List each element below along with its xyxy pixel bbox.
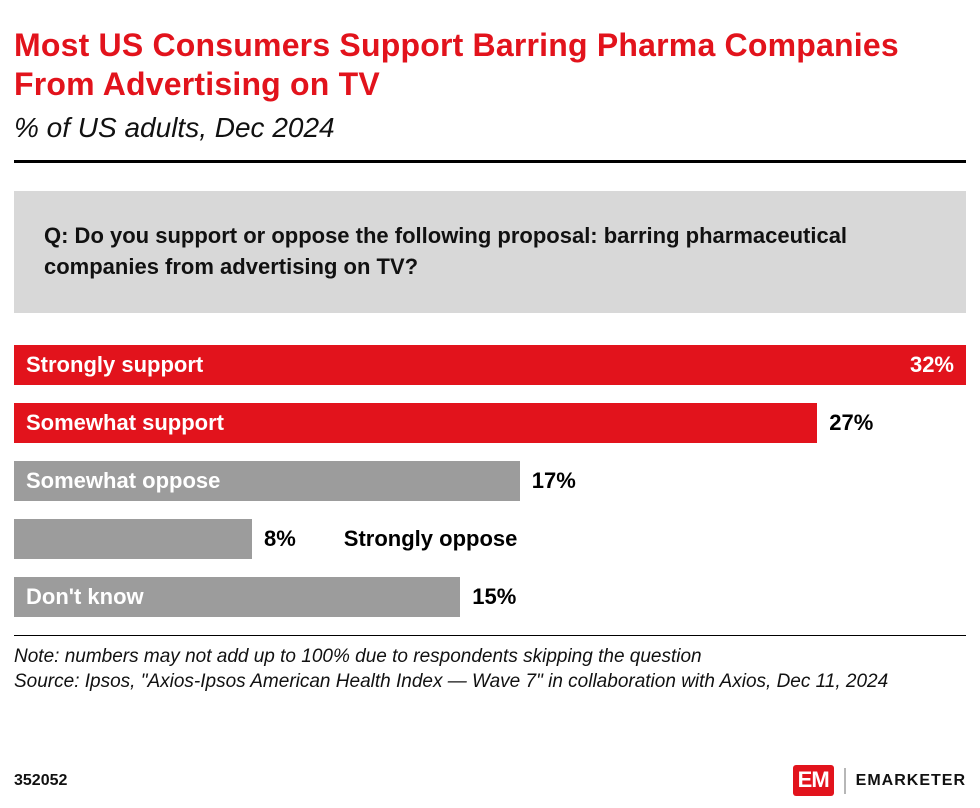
bar-strongly-support: Strongly support 32% (14, 344, 966, 385)
footer: 352052 EM EMARKETER (14, 765, 966, 796)
bar-label: Somewhat support (26, 409, 225, 435)
bar-row: Don't know 15% (14, 576, 966, 617)
note-block: Note: numbers may not add up to 100% due… (14, 644, 966, 694)
question-text: Q: Do you support or oppose the followin… (44, 223, 848, 279)
emarketer-wordmark: EMARKETER (855, 771, 966, 789)
bar-row: Somewhat oppose 17% (14, 460, 966, 501)
bar-value: 15% (472, 583, 517, 609)
bar-row: Somewhat support 27% (14, 402, 966, 443)
bar-row: Strongly support 32% (14, 344, 966, 385)
bar-row: 8% Strongly oppose (14, 518, 966, 559)
page-title: Most US Consumers Support Barring Pharma… (14, 27, 899, 103)
page-subtitle: % of US adults, Dec 2024 (14, 112, 335, 144)
logo-separator (843, 767, 846, 794)
bar-label: Somewhat oppose (26, 467, 221, 493)
bar-strongly-oppose (14, 518, 252, 559)
bar-don-t-know: Don't know (14, 576, 461, 617)
bar-somewhat-support: Somewhat support (14, 402, 818, 443)
header-divider (14, 160, 966, 164)
bar-label: Don't know (26, 583, 144, 609)
bar-value: 27% (829, 409, 874, 435)
bar-label: Strongly support (26, 351, 204, 377)
emarketer-em-icon: EM (792, 765, 834, 796)
question-box: Q: Do you support or oppose the followin… (14, 191, 966, 313)
bar-label: Strongly oppose (343, 525, 518, 551)
bar-somewhat-oppose: Somewhat oppose (14, 460, 520, 501)
bar-chart: Strongly support 32% Somewhat support 27% So… (14, 344, 966, 617)
chart-id: 352052 (14, 771, 68, 789)
note-divider (14, 634, 966, 636)
bar-value: 8% (264, 525, 296, 551)
source-text: Source: Ipsos, "Axios-Ipsos American Hea… (14, 670, 889, 692)
emarketer-logo: EM EMARKETER (792, 765, 966, 796)
bar-value: 17% (531, 467, 576, 493)
bar-value: 32% (909, 351, 954, 377)
note-text: Note: numbers may not add up to 100% due… (14, 645, 702, 667)
